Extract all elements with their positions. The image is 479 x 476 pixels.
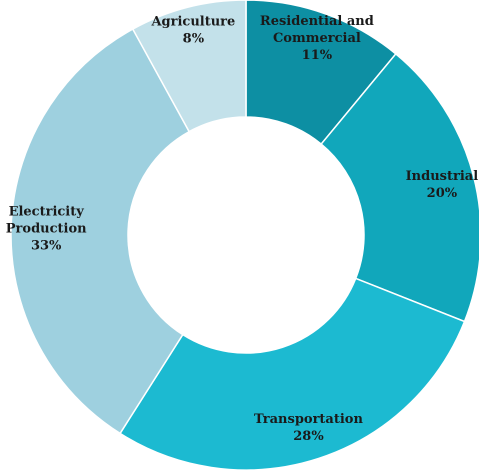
value-label: 20%	[427, 186, 458, 201]
value-label: 33%	[31, 239, 62, 254]
category-label: Residential and	[260, 14, 374, 29]
category-label: Commercial	[273, 31, 361, 46]
value-label: 11%	[302, 48, 333, 63]
category-label: Production	[6, 222, 87, 237]
slice-electricity-production	[10, 28, 191, 435]
slice-industrial	[320, 52, 479, 323]
category-label: Industrial	[406, 169, 479, 184]
label-residential-and-commercial: Residential and Commercial 11%	[260, 14, 374, 63]
label-agriculture: Agriculture 8%	[150, 15, 235, 47]
value-label: 8%	[183, 32, 205, 47]
category-label: Agriculture	[150, 15, 235, 30]
label-industrial: Industrial 20%	[406, 169, 479, 201]
label-electricity-production: Electricity Production 33%	[6, 205, 87, 254]
category-label: Electricity	[9, 205, 85, 220]
value-label: 28%	[293, 429, 324, 444]
label-transportation: Transportation 28%	[254, 412, 363, 444]
slice-transportation	[119, 277, 466, 471]
slice-agriculture	[131, 0, 247, 133]
category-label: Transportation	[254, 412, 363, 427]
